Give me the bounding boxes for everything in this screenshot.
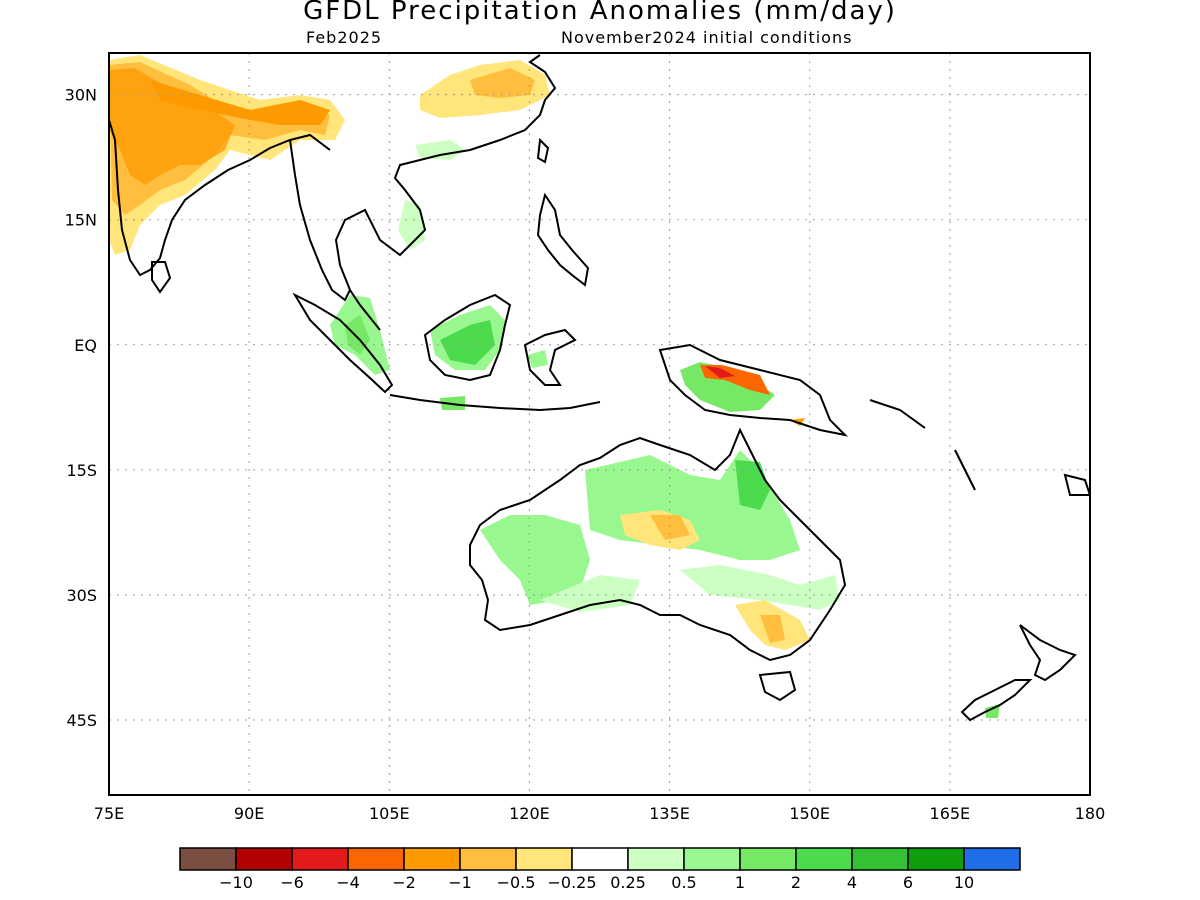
latitude-tick-label: 15S bbox=[66, 461, 97, 480]
legend-label: 6 bbox=[903, 873, 913, 892]
longitude-tick-label: 150E bbox=[789, 804, 830, 823]
legend-label: −6 bbox=[280, 873, 304, 892]
longitude-tick-label: 75E bbox=[94, 804, 124, 823]
legend-swatch bbox=[291, 847, 349, 871]
legend-swatch bbox=[963, 847, 1021, 871]
legend-swatch bbox=[851, 847, 909, 871]
coastline-java bbox=[389, 394, 601, 412]
coastline-borneo bbox=[423, 293, 512, 382]
legend-swatch bbox=[795, 847, 853, 871]
anomaly-south-china-wet bbox=[415, 140, 465, 160]
coastline-sumatra bbox=[292, 292, 394, 394]
color-legend: −10 −6 −4 −2 −1 −0.5 −0.25 0.25 0.5 1 2 4 6 10 bbox=[179, 847, 1021, 892]
anomaly-sulawesi-wet bbox=[528, 350, 548, 368]
longitude-tick-label: 105E bbox=[369, 804, 410, 823]
coastline-taiwan bbox=[536, 137, 550, 164]
coastline-australia bbox=[469, 427, 847, 662]
longitude-tick-label: 120E bbox=[509, 804, 550, 823]
legend-swatch bbox=[235, 847, 293, 871]
legend-swatch bbox=[347, 847, 405, 871]
legend-label: −1 bbox=[448, 873, 472, 892]
coastline-fiji bbox=[1063, 473, 1090, 496]
legend-swatch bbox=[459, 847, 517, 871]
latitude-tick-label: 30S bbox=[66, 586, 97, 605]
coastline-new-guinea bbox=[658, 343, 849, 437]
legend-swatch bbox=[683, 847, 741, 871]
coastline-vanuatu bbox=[954, 449, 976, 491]
anomaly-borneo-wet-core bbox=[440, 320, 495, 365]
anomaly-java-wet bbox=[440, 396, 465, 410]
anomaly-shading bbox=[109, 55, 1000, 718]
legend-label: −2 bbox=[392, 873, 416, 892]
coastline-philippines bbox=[536, 192, 590, 287]
legend-swatch bbox=[739, 847, 797, 871]
latitude-tick-label: 45S bbox=[66, 711, 97, 730]
coastline-china bbox=[469, 54, 557, 151]
legend-label: −0.25 bbox=[547, 873, 596, 892]
coastline-myanmar-thailand bbox=[289, 139, 471, 302]
coastline-sulawesi bbox=[523, 328, 577, 386]
map-title: GFDL Precipitation Anomalies (mm/day) bbox=[303, 0, 897, 26]
legend-swatch bbox=[571, 847, 629, 871]
legend-label: 1 bbox=[735, 873, 745, 892]
map-frame bbox=[108, 52, 1091, 796]
forecast-month: Feb2025 bbox=[306, 28, 383, 47]
legend-label: 0.5 bbox=[671, 873, 696, 892]
anomaly-australia-east-wet bbox=[680, 565, 840, 610]
legend-label: −0.5 bbox=[497, 873, 536, 892]
latitude-labels: 30N 15N EQ 15S 30S 45S bbox=[65, 86, 97, 730]
longitude-tick-label: 165E bbox=[930, 804, 971, 823]
legend-swatch bbox=[515, 847, 573, 871]
latitude-tick-label: 15N bbox=[65, 211, 97, 230]
anomaly-new-guinea-dry-core bbox=[705, 366, 735, 378]
coastline-nz-north bbox=[1019, 624, 1077, 682]
map-gridlines bbox=[109, 53, 1090, 795]
longitude-labels: 75E 90E 105E 120E 135E 150E 165E 180 bbox=[94, 804, 1106, 823]
longitude-tick-label: 90E bbox=[234, 804, 264, 823]
anomaly-australia-centre-dry-core bbox=[650, 515, 690, 540]
legend-swatch bbox=[907, 847, 965, 871]
coastline-sri-lanka bbox=[151, 261, 172, 294]
legend-swatch bbox=[403, 847, 461, 871]
latitude-tick-label: EQ bbox=[74, 336, 97, 355]
coastlines bbox=[109, 54, 1090, 722]
legend-label: 4 bbox=[847, 873, 857, 892]
legend-label: 0.25 bbox=[610, 873, 646, 892]
initial-conditions: November2024 initial conditions bbox=[561, 28, 853, 47]
longitude-tick-label: 135E bbox=[649, 804, 690, 823]
anomaly-china-dry-core bbox=[470, 68, 535, 98]
anomaly-australia-west-wet bbox=[480, 515, 590, 605]
coastline-india bbox=[109, 119, 331, 277]
anomaly-himalaya-dry bbox=[150, 80, 330, 125]
coastline-nz-south bbox=[960, 679, 1033, 722]
coastline-malay bbox=[349, 289, 381, 331]
longitude-tick-label: 180 bbox=[1075, 804, 1106, 823]
legend-label: −10 bbox=[219, 873, 253, 892]
coastline-solomons bbox=[869, 399, 926, 429]
legend-swatch bbox=[627, 847, 685, 871]
latitude-tick-label: 30N bbox=[65, 86, 97, 105]
anomaly-se-australia-dry-core bbox=[760, 615, 785, 643]
legend-label: 10 bbox=[954, 873, 974, 892]
legend-label: −4 bbox=[336, 873, 360, 892]
coastline-tasmania bbox=[758, 670, 797, 702]
legend-swatch bbox=[179, 847, 237, 871]
anomaly-australia-south-wet bbox=[540, 575, 640, 612]
legend-label: 2 bbox=[791, 873, 801, 892]
anomaly-india-dry-strong bbox=[109, 68, 235, 185]
